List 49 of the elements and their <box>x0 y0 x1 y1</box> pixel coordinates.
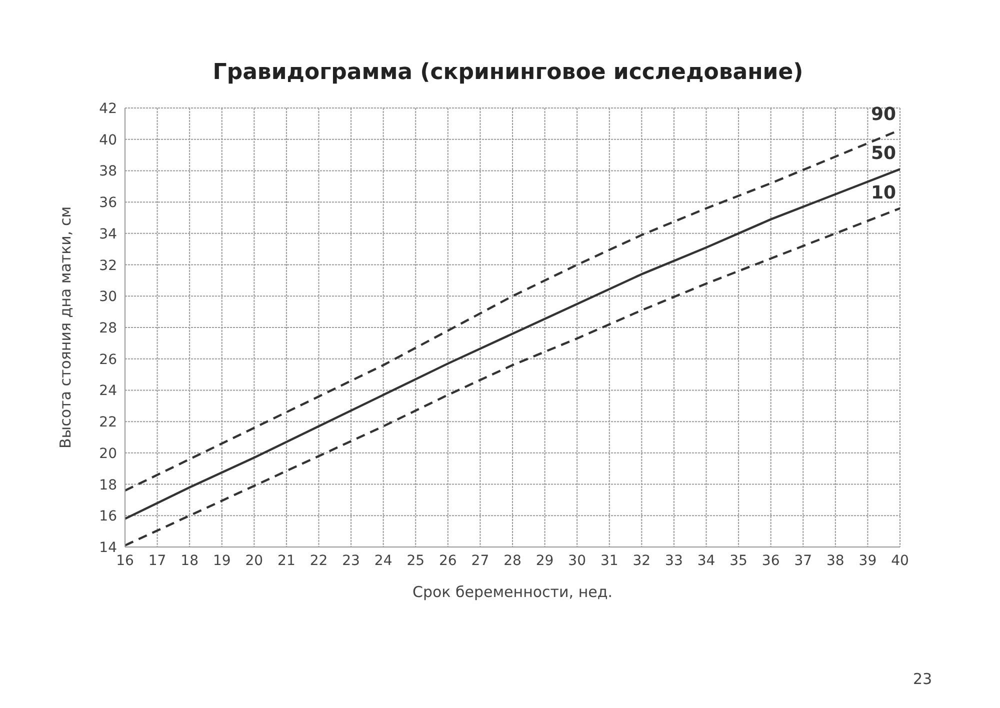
y-tick-label: 30 <box>99 289 117 306</box>
y-tick-label: 28 <box>99 320 117 336</box>
x-tick-label: 37 <box>794 552 812 569</box>
chart-title: Гравидограмма (скрининговое исследование) <box>212 60 804 85</box>
text: 23 <box>913 670 932 688</box>
y-tick-label: 22 <box>99 414 117 431</box>
y-axis-title: Высота стояния дна матки, см <box>56 206 74 449</box>
x-tick-label: 24 <box>374 552 392 569</box>
y-tick-label: 42 <box>99 100 117 117</box>
y-tick-label: 24 <box>99 383 118 400</box>
x-tick-label: 28 <box>504 552 522 569</box>
y-tick-label: 20 <box>99 446 117 462</box>
x-tick-label: 23 <box>342 552 360 569</box>
x-tick-label: 25 <box>406 552 425 569</box>
y-tick-label: 18 <box>99 477 117 494</box>
x-tick-label: 27 <box>471 552 490 569</box>
x-tick-label: 21 <box>278 552 296 569</box>
line-series <box>125 168 900 520</box>
y-tick-label: 26 <box>99 352 118 368</box>
x-axis-title: Срок беременности, нед. <box>412 583 613 601</box>
y-tick-label: 32 <box>99 258 117 274</box>
series-label: 90 <box>870 104 896 125</box>
y-tick-label: 38 <box>99 164 117 180</box>
y-tick-label: 14 <box>99 540 118 556</box>
x-tick-label: 16 <box>116 552 134 569</box>
x-tick-label: 19 <box>212 552 231 569</box>
x-tick-label: 20 <box>245 552 264 569</box>
x-tick-label: 38 <box>826 552 844 569</box>
x-tick-label: 31 <box>600 552 618 569</box>
x-tick-label: 34 <box>697 552 716 569</box>
x-tick-label: 36 <box>762 552 780 569</box>
y-tick-label: 34 <box>99 226 118 242</box>
x-tick-label: 33 <box>665 552 683 569</box>
x-tick-label: 17 <box>148 552 166 569</box>
x-tick-label: 35 <box>730 552 748 569</box>
y-tick-label: 40 <box>99 132 117 148</box>
y-tick-label: 36 <box>99 195 118 212</box>
line-series <box>125 128 900 492</box>
series-label: 10 <box>870 182 896 204</box>
x-tick-label: 18 <box>180 552 198 569</box>
x-tick-label: 22 <box>310 552 328 569</box>
x-tick-label: 30 <box>568 552 586 569</box>
series-label: 50 <box>870 143 896 164</box>
x-tick-label: 29 <box>536 552 554 569</box>
x-tick-label: 40 <box>891 552 909 569</box>
x-tick-label: 39 <box>858 552 877 569</box>
x-tick-label: 26 <box>439 552 457 569</box>
x-tick-label: 32 <box>632 552 651 569</box>
y-tick-label: 16 <box>99 508 118 525</box>
